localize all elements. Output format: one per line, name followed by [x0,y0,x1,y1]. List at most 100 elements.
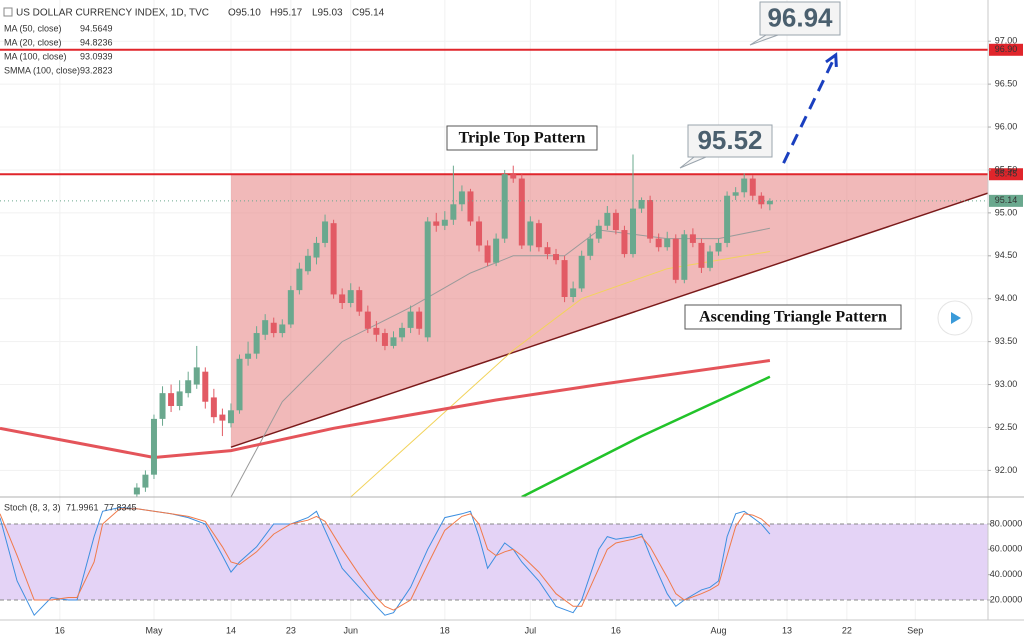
y-tick-label: 92.00 [995,465,1018,475]
candle-body [347,290,354,304]
candle-body [630,208,637,255]
y-tick-label: 80.0000 [990,518,1023,528]
y-tick-label: 60.0000 [990,544,1023,554]
annotation-box [446,125,598,151]
candle-body [416,311,423,329]
stoch-line [0,508,771,611]
annotation: Triple Top Pattern [459,130,586,147]
play-icon [951,312,961,324]
level-tag [989,168,1023,181]
y-tick-label: 96.00 [995,121,1018,131]
ohlc-close: C95.14 [352,8,385,19]
candle-body [168,393,175,407]
candle-body [279,324,286,334]
candle-body [253,333,260,354]
candle-body [638,200,645,209]
annotation: Ascending Triangle Pattern [699,309,887,326]
candle-body [724,195,731,243]
candle-body [621,230,628,255]
candle-body [185,380,192,394]
x-tick-label: 16 [611,625,621,635]
candle-body [518,178,525,246]
triangle-pattern [231,174,988,448]
candle-body [236,358,243,411]
price-tag [989,194,1023,207]
candle-body [210,397,217,418]
candle-body [578,255,585,289]
ohlc-low: L95.03 [312,8,343,19]
legend-reading: 93.0939 [80,51,113,61]
y-tick-label: 95.50 [995,164,1018,174]
x-tick-label: 13 [782,625,792,635]
candle-body [689,234,696,243]
candle-body [159,393,166,419]
candle-body [373,327,380,335]
candle-body [390,337,397,346]
y-tick-label: 94.00 [995,293,1018,303]
candle-body [450,204,457,220]
plot-layer [0,48,988,617]
candle-body [424,221,431,338]
candle-body [330,223,337,295]
candle-body [304,255,311,272]
y-tick-label: 92.50 [995,422,1018,432]
candle-body [245,353,252,359]
candle-body [510,174,517,179]
stoch-plot [0,506,771,617]
callout-box [687,124,773,158]
x-tick-label: 16 [55,625,65,635]
stoch-band [0,523,988,600]
x-tick-label: Sep [907,625,923,635]
x-tick-label: 23 [286,625,296,635]
candle-body [484,245,491,263]
candle-body [595,225,602,239]
candle-body [664,238,671,248]
y-tick-label: 93.00 [995,379,1018,389]
legend-reading: 94.5649 [80,23,113,33]
legend-name: SMMA (100, close) [4,65,80,75]
callout-pointer [679,156,707,169]
candle-body [561,260,568,297]
candle-body [527,221,534,246]
stoch-reading: 71.9961 [66,502,99,512]
legend-reading: 93.2823 [80,65,113,75]
callout-pointer [749,34,779,46]
candle-body [433,221,440,226]
x-tick-label: May [145,625,163,635]
y-tick-label: 95.00 [995,207,1018,217]
ohlc-high: H95.17 [270,8,303,19]
candle-body [364,311,371,329]
y-tick-label: 93.50 [995,336,1018,346]
candle-body [227,410,234,424]
collapse-icon[interactable] [3,7,13,17]
candle-body [672,238,679,280]
candle-body [467,191,474,222]
triangle-support [230,192,988,448]
candle-body [219,414,226,421]
candle-body [458,191,465,205]
y-tick-label: 40.0000 [990,569,1023,579]
candle-body [176,391,183,407]
candle-body [381,333,388,346]
candle-body [749,178,756,196]
x-tick-label: 14 [226,625,236,635]
level-tag [989,43,1023,56]
candle-body [493,238,500,263]
callout-box [759,1,841,36]
candle-body [587,238,594,256]
candle-body [758,195,765,205]
candle-body [655,238,662,248]
overlay-layer: MA (50, close) 94.5649 MA (20, close) 94.82… [4,1,1023,512]
candle-body [544,247,551,255]
price-plot [0,48,988,497]
ohlc-open: O95.10 [228,8,261,19]
arrow-head [825,52,838,67]
legend-name: MA (20, close) [4,37,62,47]
candle-body [313,242,320,258]
candle-body [262,320,269,335]
x-tick-label: Aug [711,625,727,635]
symbol-title: US DOLLAR CURRENCY INDEX, 1D, TVC [16,8,209,19]
stoch-reading: 77.8345 [104,502,137,512]
y-tick-label: 94.50 [995,250,1018,260]
